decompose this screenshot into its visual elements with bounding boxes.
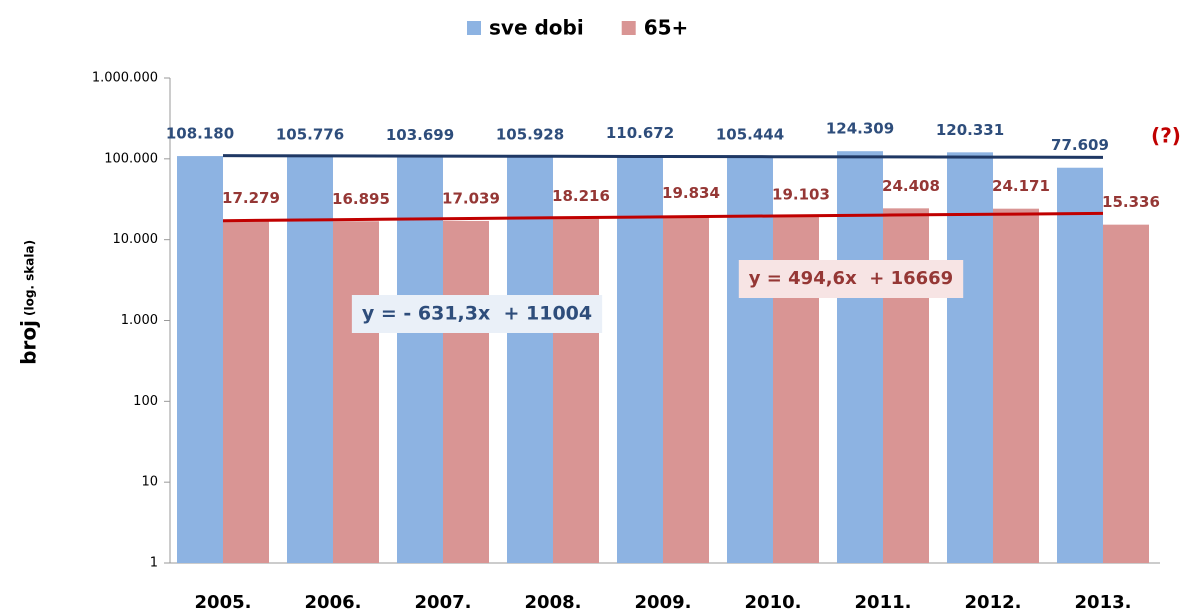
value-label: 24.408 bbox=[882, 177, 940, 195]
value-label: 19.834 bbox=[662, 184, 720, 202]
value-label: 108.180 bbox=[166, 125, 234, 143]
bar bbox=[727, 156, 773, 563]
bar bbox=[663, 215, 709, 563]
x-tick-label: 2013. bbox=[1075, 592, 1132, 613]
y-label: broj bbox=[17, 320, 41, 365]
x-tick-label: 2008. bbox=[525, 592, 582, 613]
y-tick-label: 1.000.000 bbox=[92, 71, 158, 86]
trend-label: y = - 631,3x + 11004 bbox=[362, 303, 592, 325]
y-label-note: (log. skala) bbox=[23, 240, 37, 316]
bar bbox=[223, 220, 269, 564]
x-tick-label: 2006. bbox=[305, 592, 362, 613]
value-label: 18.216 bbox=[552, 187, 610, 205]
trend-label: y = 494,6x + 16669 bbox=[749, 268, 953, 289]
value-label: 103.699 bbox=[386, 126, 454, 144]
value-label: 17.039 bbox=[442, 189, 500, 207]
bar bbox=[333, 221, 379, 563]
value-label: 105.444 bbox=[716, 125, 784, 143]
value-label: 124.309 bbox=[826, 120, 894, 138]
bar bbox=[397, 157, 443, 563]
y-tick-label: 10 bbox=[141, 475, 158, 490]
legend-label: 65+ bbox=[644, 16, 689, 40]
trend-label-box bbox=[351, 295, 603, 333]
value-label: 77.609 bbox=[1051, 136, 1109, 154]
x-tick-label: 2012. bbox=[965, 592, 1022, 613]
legend-label: sve dobi bbox=[489, 16, 584, 40]
y-tick-label: 1 bbox=[150, 556, 158, 571]
legend-swatch bbox=[467, 21, 481, 35]
x-tick-label: 2007. bbox=[415, 592, 472, 613]
bar bbox=[177, 156, 223, 563]
bar bbox=[287, 156, 333, 563]
value-label: 105.928 bbox=[496, 125, 564, 143]
bar bbox=[837, 151, 883, 563]
value-label: 105.776 bbox=[276, 125, 344, 143]
y-tick-label: 100.000 bbox=[104, 151, 158, 166]
value-label: 19.103 bbox=[772, 185, 830, 203]
bar bbox=[947, 152, 993, 563]
bar bbox=[993, 208, 1039, 563]
y-tick-label: 1.000 bbox=[121, 313, 158, 328]
y-tick-label: 100 bbox=[133, 394, 158, 409]
y-axis-title: broj (log. skala) bbox=[17, 240, 41, 365]
value-label: 120.331 bbox=[936, 121, 1004, 139]
bar bbox=[617, 155, 663, 563]
value-label: 15.336 bbox=[1102, 193, 1160, 211]
x-tick-label: 2011. bbox=[855, 592, 912, 613]
value-label: 17.279 bbox=[222, 189, 280, 207]
bar bbox=[1057, 167, 1103, 563]
x-tick-label: 2005. bbox=[195, 592, 252, 613]
x-tick-label: 2010. bbox=[745, 592, 802, 613]
trend-line bbox=[222, 211, 1104, 223]
annotation: (?) bbox=[1151, 124, 1181, 148]
value-label: 16.895 bbox=[332, 190, 390, 208]
trend-line bbox=[222, 154, 1104, 159]
value-label: 24.171 bbox=[992, 177, 1050, 195]
value-label: 110.672 bbox=[606, 124, 674, 142]
trend-label-box bbox=[738, 260, 964, 298]
x-tick-label: 2009. bbox=[635, 592, 692, 613]
legend-swatch bbox=[621, 21, 636, 35]
bar bbox=[507, 156, 553, 563]
bar bbox=[553, 218, 599, 563]
bar bbox=[1103, 224, 1149, 563]
bar bbox=[443, 220, 489, 564]
y-tick-label: 10.000 bbox=[113, 232, 159, 247]
